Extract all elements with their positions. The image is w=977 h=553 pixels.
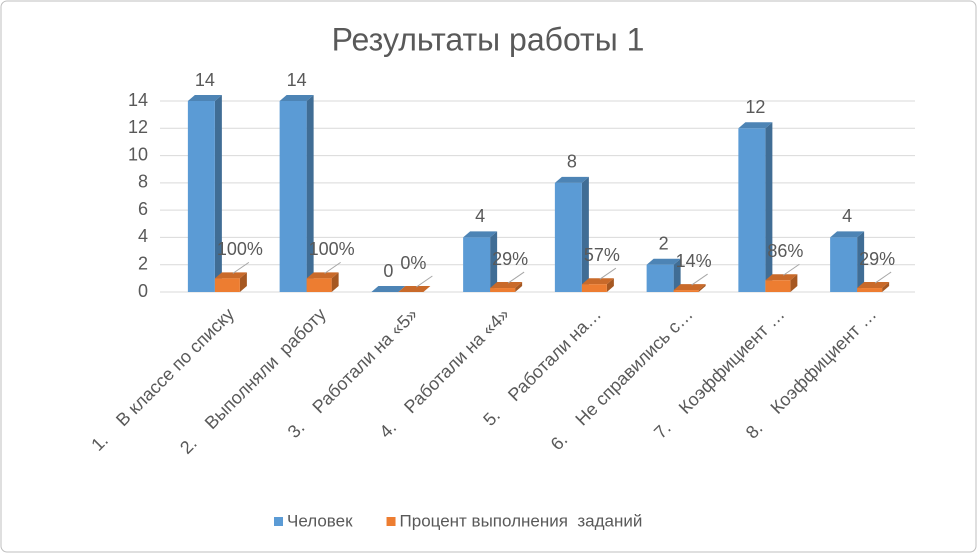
bar xyxy=(214,278,240,292)
bar-side xyxy=(331,272,339,292)
data-label: 4 xyxy=(475,206,485,226)
data-label: 29% xyxy=(859,249,895,269)
bar-side xyxy=(857,231,865,292)
bar-top xyxy=(830,231,865,238)
bar xyxy=(187,101,215,292)
leader-line xyxy=(507,271,525,284)
data-label: 14% xyxy=(676,251,712,271)
legend-swatch xyxy=(274,517,283,526)
leader-line xyxy=(691,273,708,286)
bar xyxy=(857,288,883,292)
bar xyxy=(673,290,699,292)
bar-top xyxy=(765,274,798,281)
bar-top xyxy=(398,286,431,292)
y-tick-label: 10 xyxy=(128,144,148,164)
data-label: 100% xyxy=(309,239,355,259)
bar xyxy=(738,128,766,292)
bar-side xyxy=(515,282,523,292)
leader-line xyxy=(232,261,250,274)
data-label: 57% xyxy=(584,245,620,265)
data-label: 12 xyxy=(745,97,765,117)
bar-side xyxy=(698,284,706,292)
data-label: 8 xyxy=(567,152,577,172)
data-label: 100% xyxy=(217,239,263,259)
bar-top xyxy=(673,284,706,291)
leader-line xyxy=(324,261,341,274)
bar-top xyxy=(306,272,339,279)
bar-top xyxy=(279,95,314,101)
leader-line xyxy=(416,275,433,288)
bar xyxy=(830,237,858,292)
bar xyxy=(581,284,607,292)
data-label: 4 xyxy=(842,206,852,226)
bar-side xyxy=(306,95,314,292)
bar-top xyxy=(857,282,890,289)
y-tick-label: 4 xyxy=(138,226,148,246)
bar-side xyxy=(790,274,798,292)
leader-line xyxy=(874,271,892,284)
y-tick-label: 12 xyxy=(128,117,148,137)
bar-top xyxy=(463,231,498,238)
bar-side xyxy=(239,272,247,292)
legend-label: Процент выполнения заданий xyxy=(400,511,643,530)
bar xyxy=(646,264,674,292)
bar-top xyxy=(371,286,406,292)
bar-side xyxy=(765,122,773,293)
data-label: 0 xyxy=(383,261,393,281)
bar-top xyxy=(738,122,773,129)
bar-top xyxy=(490,282,523,289)
bar-side xyxy=(214,95,222,292)
y-tick-label: 14 xyxy=(128,90,148,110)
bar xyxy=(463,237,491,292)
y-tick-label: 6 xyxy=(138,199,148,219)
bar-side xyxy=(581,176,589,292)
chart-title: Результаты работы 1 xyxy=(332,21,645,57)
bar xyxy=(279,101,307,292)
data-label: 86% xyxy=(767,241,803,261)
data-label: 0% xyxy=(400,253,426,273)
data-label: 29% xyxy=(492,249,528,269)
data-label: 2 xyxy=(659,233,669,253)
bar-top xyxy=(554,176,589,183)
bar-side xyxy=(490,231,498,292)
bar-top xyxy=(581,278,614,285)
leader-line xyxy=(599,267,617,280)
y-tick-label: 2 xyxy=(138,253,148,273)
bar xyxy=(765,280,791,292)
bar-top xyxy=(214,272,247,279)
data-label: 14 xyxy=(195,70,215,90)
y-tick-label: 0 xyxy=(138,281,148,301)
bar xyxy=(554,182,582,292)
y-tick-label: 8 xyxy=(138,172,148,192)
bar-side xyxy=(673,258,681,292)
bar xyxy=(490,288,516,292)
leader-line xyxy=(783,263,800,276)
bar-top xyxy=(187,95,222,101)
legend-swatch xyxy=(386,517,396,526)
legend-label: Человек xyxy=(287,511,353,530)
bar xyxy=(306,278,332,292)
data-label: 14 xyxy=(287,70,307,90)
bar-top xyxy=(646,258,681,265)
bar-side xyxy=(606,278,614,292)
bar-side xyxy=(882,282,890,292)
